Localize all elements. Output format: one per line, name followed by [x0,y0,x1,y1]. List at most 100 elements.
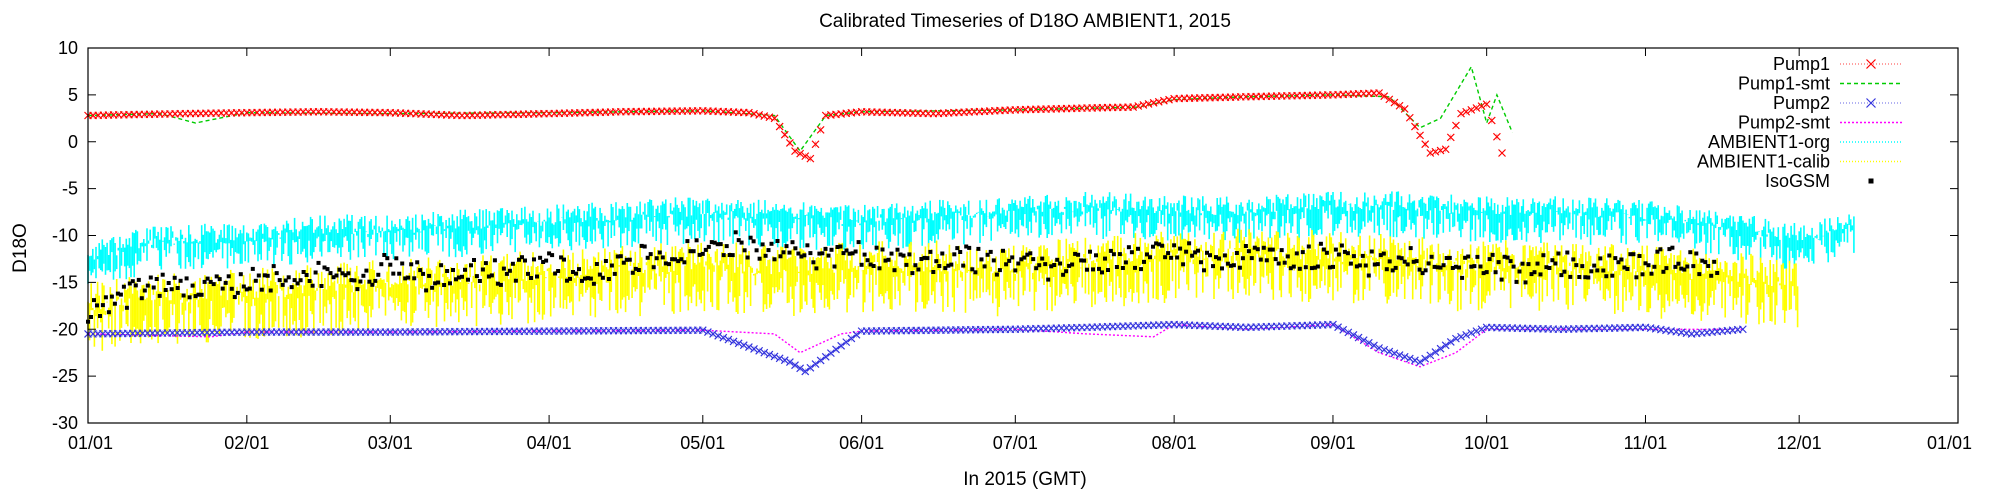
data-point [439,263,444,268]
data-point [337,267,342,272]
data-point [868,262,873,267]
data-point [1676,261,1681,266]
data-point [1571,257,1576,262]
data-point [928,249,933,254]
data-point [1217,256,1221,261]
data-point [1240,256,1245,261]
data-point [739,240,744,245]
data-point [1457,109,1465,118]
data-point [802,253,807,258]
data-point [1306,244,1311,249]
data-point [1279,248,1284,253]
data-point [618,254,623,259]
data-point [1169,255,1174,260]
data-point [627,257,632,262]
data-point [1344,328,1353,337]
data-point [1535,261,1540,266]
data-point [495,281,500,286]
y-tick-label: 0 [68,132,78,152]
data-point [1378,253,1383,258]
data-point [559,255,564,260]
data-point [1517,269,1522,274]
data-point [991,258,996,263]
legend-entry-pump2: Pump2 [1773,93,1902,113]
data-point [709,240,714,245]
data-point [1601,268,1606,273]
data-point [679,257,684,262]
x-tick-label: 12/01 [1777,433,1822,453]
legend-label: Pump1 [1773,54,1830,74]
data-point [1664,266,1669,271]
data-point [1031,257,1036,262]
data-point [817,251,822,256]
data-point [1505,255,1510,260]
data-point [510,261,515,266]
data-point [742,248,747,253]
data-point [544,258,549,263]
data-point [1370,341,1378,350]
data-point [1111,252,1116,257]
data-point [1484,270,1489,275]
data-point [1312,265,1317,270]
data-point [988,249,993,254]
data-point [526,271,530,276]
data-point [1160,243,1165,248]
data-point [1532,270,1537,275]
data-point [829,247,834,252]
data-point [1285,254,1290,259]
data-point [796,364,805,373]
data-point [295,281,300,286]
data-point [1670,245,1675,250]
data-point [1085,267,1089,272]
data-point [847,251,852,256]
data-point [385,256,390,261]
data-point [979,257,984,262]
data-point [517,257,521,262]
data-point [334,273,339,278]
data-point [391,271,396,276]
data-point [1261,245,1266,250]
x-tick-label: 02/01 [224,433,269,453]
data-point [808,251,813,256]
data-point [1390,349,1399,358]
data-point [1466,254,1471,259]
data-point [92,298,96,303]
data-point [1550,258,1555,263]
data-point [480,267,485,272]
data-point [541,260,546,264]
data-point [103,295,108,300]
data-point [130,279,135,284]
data-point [1691,264,1696,269]
data-point [967,245,972,250]
data-point [1342,249,1347,254]
data-point [934,259,939,264]
data-point [1345,251,1350,256]
data-point [784,244,789,249]
data-point [343,273,348,278]
data-point [1360,253,1365,258]
data-point [232,295,237,299]
data-point [1331,264,1335,269]
data-point [1441,145,1450,154]
data-point [1544,265,1549,270]
data-point [1625,267,1630,271]
data-point [550,253,555,258]
data-point [1339,243,1344,248]
data-point [532,257,536,262]
data-point [651,265,656,270]
data-point [744,343,753,351]
data-point [1526,262,1531,267]
data-point [1329,320,1337,329]
data-point [685,239,690,244]
data-point [1463,255,1468,260]
data-point [1324,250,1329,255]
data-point [691,249,696,254]
data-point [1067,263,1072,268]
data-point [1400,352,1409,361]
data-point [492,258,497,263]
data-point [127,281,132,286]
legend-label: Pump2 [1773,93,1830,113]
data-point [412,276,417,281]
data-point [648,252,653,257]
data-point [1364,338,1373,347]
